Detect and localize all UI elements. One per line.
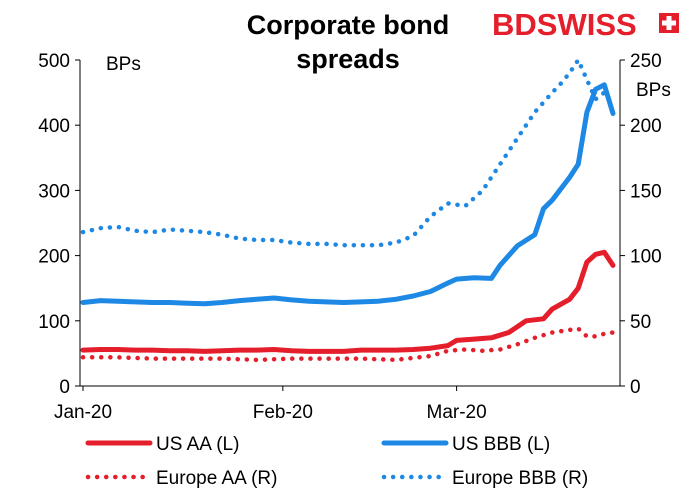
left-tick-label: 0	[59, 377, 70, 398]
series-line-us-aa-l	[80, 249, 616, 354]
left-axis-unit: BPs	[106, 54, 141, 75]
x-axis-ticks: Jan-20 Feb-20 Mar-20	[54, 386, 487, 423]
series-layer	[80, 57, 616, 363]
left-tick-label: 200	[38, 247, 70, 268]
series-line-us-bbb-l	[80, 82, 616, 307]
right-tick-label: 100	[630, 247, 662, 268]
right-axis-unit: BPs	[636, 80, 671, 101]
chart-title-line1: Corporate bond	[247, 10, 450, 40]
brand-logo-text: BDSWISS	[492, 7, 637, 42]
x-tick-label: Feb-20	[253, 402, 313, 423]
right-tick-label: 50	[630, 312, 651, 333]
right-tick-label: 0	[630, 377, 641, 398]
legend-label: Europe AA (R)	[156, 468, 277, 489]
brand-logo-part1: BD	[492, 7, 537, 42]
legend-label: Europe BBB (R)	[452, 468, 588, 489]
left-tick-label: 100	[38, 312, 70, 333]
legend-label: US BBB (L)	[452, 434, 550, 455]
brand-logo-part2: SWISS	[537, 7, 637, 42]
right-tick-label: 150	[630, 181, 662, 202]
series-line-europe-bbb-r	[80, 57, 616, 248]
series-line-europe-aa-r	[80, 326, 616, 363]
right-tick-label: 250	[630, 51, 662, 72]
left-tick-label: 300	[38, 181, 70, 202]
legend-label: US AA (L)	[156, 434, 239, 455]
x-tick-label: Mar-20	[427, 402, 487, 423]
left-axis-ticks: 0 100 200 300 400 500	[38, 51, 80, 398]
right-axis-ticks: 0 50 100 150 200 250	[620, 51, 662, 398]
chart-title-line2: spreads	[296, 44, 400, 74]
right-tick-label: 200	[630, 116, 662, 137]
left-tick-label: 400	[38, 116, 70, 137]
left-tick-label: 500	[38, 51, 70, 72]
swiss-cross-icon	[659, 13, 679, 33]
brand-logo: BDSWISS	[492, 7, 679, 42]
legend: US AA (L) US BBB (L) Europe AA (R) Europe B…	[85, 434, 588, 489]
x-tick-label: Jan-20	[54, 402, 112, 423]
